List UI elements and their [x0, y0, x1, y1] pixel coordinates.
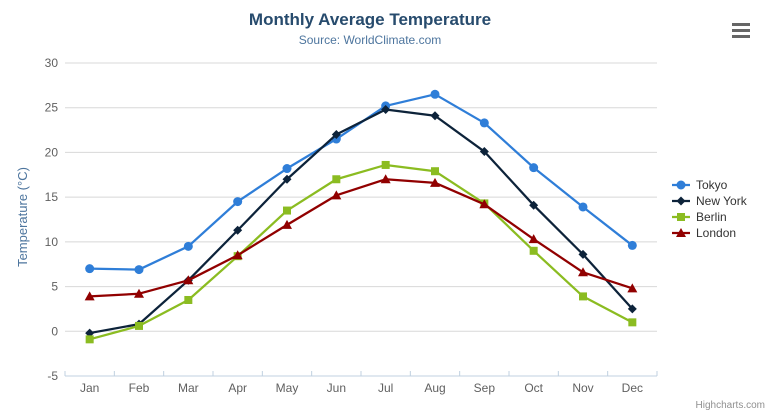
legend-marker-diamond-icon: [672, 196, 690, 206]
data-point-london-sep[interactable]: [479, 199, 490, 209]
series-line-tokyo: [88, 93, 634, 271]
data-point-tokyo-dec[interactable]: [627, 240, 637, 250]
data-point-berlin-aug[interactable]: [431, 167, 439, 176]
x-axis-label: Nov: [572, 381, 593, 395]
data-point-tokyo-nov[interactable]: [578, 202, 588, 212]
y-axis-label: -5: [47, 369, 58, 383]
legend-item-new-york[interactable]: New York: [672, 193, 747, 209]
data-point-tokyo-aug[interactable]: [430, 89, 440, 99]
data-point-berlin-jul[interactable]: [381, 160, 390, 169]
data-point-new-york-oct[interactable]: [529, 200, 539, 210]
chart-title: Monthly Average Temperature: [248, 10, 492, 29]
data-point-tokyo-apr[interactable]: [233, 197, 243, 207]
data-point-berlin-oct[interactable]: [529, 246, 538, 255]
series-line-new-york: [88, 108, 634, 335]
data-point-london-jul[interactable]: [380, 174, 391, 184]
y-axis-label: 10: [45, 235, 59, 249]
credits-link[interactable]: Highcharts.com: [695, 400, 765, 411]
y-axis-label: 25: [45, 101, 59, 115]
data-point-tokyo-feb[interactable]: [134, 265, 144, 275]
data-point-london-oct[interactable]: [528, 234, 539, 244]
data-point-berlin-jan[interactable]: [85, 335, 94, 344]
axis-layer: -5 0 5 10 15 20 25 30 Jan Feb Mar Apr May Jun Jul Aug Se…: [45, 56, 658, 395]
data-point-new-york-apr[interactable]: [233, 225, 243, 235]
data-point-new-york-jun[interactable]: [331, 130, 341, 140]
y-axis-label: 30: [45, 56, 59, 70]
data-point-tokyo-jan[interactable]: [85, 264, 95, 274]
y-axis-label: 20: [45, 145, 59, 159]
data-point-berlin-may[interactable]: [283, 206, 291, 215]
legend-item-london[interactable]: London: [672, 225, 747, 241]
export-menu-button[interactable]: [727, 17, 755, 43]
data-point-london-mar[interactable]: [183, 275, 194, 285]
x-axis-label: Jul: [378, 381, 393, 395]
legend-label: Berlin: [696, 210, 727, 224]
x-axis-label: Apr: [228, 381, 247, 395]
data-point-new-york-aug[interactable]: [430, 111, 440, 121]
legend-label: New York: [696, 194, 747, 208]
data-point-berlin-dec[interactable]: [628, 318, 637, 327]
data-point-london-nov[interactable]: [578, 267, 588, 277]
data-point-new-york-dec[interactable]: [627, 304, 637, 314]
data-point-berlin-feb[interactable]: [135, 321, 143, 330]
data-point-new-york-jan[interactable]: [85, 328, 95, 338]
legend-marker-circle-icon: [672, 180, 690, 190]
legend-marker-triangle-icon: [672, 228, 690, 237]
legend-label: Tokyo: [696, 178, 728, 192]
data-point-london-may[interactable]: [282, 219, 292, 229]
data-point-london-jun[interactable]: [331, 190, 342, 200]
y-axis-label: 5: [51, 280, 58, 294]
hamburger-menu-icon: [732, 22, 750, 26]
data-point-new-york-jul[interactable]: [381, 105, 391, 115]
data-point-tokyo-oct[interactable]: [529, 163, 539, 173]
x-axis-label: Jun: [327, 381, 346, 395]
data-point-london-apr[interactable]: [232, 250, 243, 260]
x-axis-label: Dec: [622, 381, 643, 395]
data-point-new-york-nov[interactable]: [578, 249, 588, 259]
data-point-berlin-mar[interactable]: [184, 295, 193, 304]
data-point-new-york-may[interactable]: [282, 174, 292, 184]
y-axis-title: Temperature (°C): [15, 167, 30, 267]
data-point-london-feb[interactable]: [134, 288, 144, 298]
x-axis-label: Oct: [524, 381, 543, 395]
x-axis-label: May: [276, 381, 299, 395]
series-line-berlin: [88, 163, 634, 341]
data-point-tokyo-sep[interactable]: [479, 118, 489, 128]
data-point-london-dec[interactable]: [627, 283, 638, 293]
x-axis-label: Jan: [80, 381, 99, 395]
data-point-berlin-jun[interactable]: [332, 175, 341, 184]
series-layer: [84, 89, 638, 344]
chart-subtitle: Source: WorldClimate.com: [298, 33, 442, 47]
data-point-tokyo-may[interactable]: [282, 164, 292, 174]
legend-marker-square-icon: [672, 213, 690, 221]
y-axis-label: 0: [51, 324, 58, 338]
data-point-tokyo-mar[interactable]: [183, 241, 193, 251]
legend: Tokyo New York Berlin London: [672, 177, 747, 241]
x-axis-label: Feb: [129, 381, 150, 395]
grid-layer: [65, 62, 657, 377]
data-point-london-aug[interactable]: [430, 177, 440, 187]
series-line-london: [88, 178, 634, 298]
legend-item-berlin[interactable]: Berlin: [672, 209, 747, 225]
x-axis-label: Aug: [424, 381, 445, 395]
data-point-london-jan[interactable]: [84, 291, 95, 301]
x-axis-label: Sep: [474, 381, 496, 395]
x-axis-label: Mar: [178, 381, 199, 395]
y-axis-label: 15: [45, 190, 59, 204]
legend-label: London: [696, 226, 737, 240]
data-point-new-york-sep[interactable]: [479, 147, 489, 157]
legend-item-tokyo[interactable]: Tokyo: [672, 177, 747, 193]
data-point-berlin-nov[interactable]: [579, 292, 587, 301]
